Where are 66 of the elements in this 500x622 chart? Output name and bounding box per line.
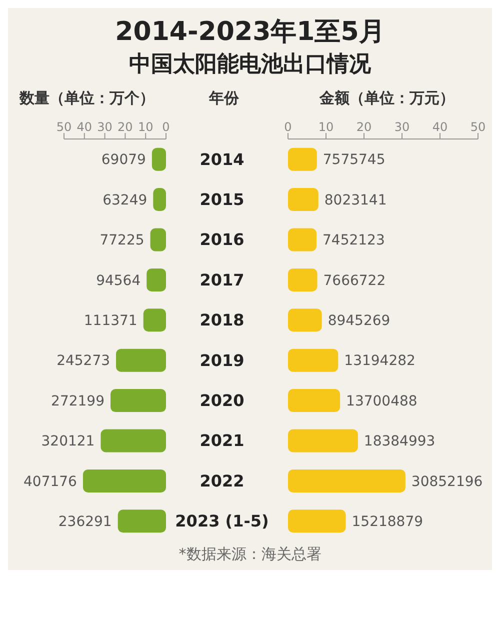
text: 8945269 <box>328 313 390 330</box>
bar <box>288 510 346 533</box>
text: 7452123 <box>322 232 385 249</box>
bar <box>118 510 166 533</box>
bar <box>288 469 406 492</box>
text: 8023141 <box>324 192 387 208</box>
text: 407176 <box>24 474 77 490</box>
bar <box>143 308 166 332</box>
bar <box>288 148 317 171</box>
bar <box>110 389 166 412</box>
text: 中国太阳能电池出口情况 <box>128 51 372 79</box>
bar <box>288 348 338 372</box>
text: 2014-2023年1至5月 <box>114 16 386 49</box>
x-axis-title: 金额（单位：万元） <box>318 89 456 109</box>
bar <box>288 389 340 412</box>
bar <box>150 228 166 252</box>
text: 77225 <box>100 232 144 249</box>
y-tick-label: 2017 <box>200 270 244 290</box>
x-tick-label: 0 <box>284 120 292 134</box>
text: 15218879 <box>352 514 424 530</box>
text: 236291 <box>58 514 112 530</box>
y-tick-label: 2014 <box>200 150 244 169</box>
text: 272199 <box>51 393 105 410</box>
x-tick-label: 20 <box>118 120 133 134</box>
text: 7575745 <box>322 152 386 168</box>
x-tick-label: 0 <box>162 120 170 134</box>
y-tick-label: 2019 <box>200 350 244 370</box>
x-tick-label: 30 <box>97 120 112 134</box>
text: 320121 <box>41 434 95 450</box>
y-tick-label: 2016 <box>200 230 244 250</box>
y-axis-title: 年份 <box>208 89 240 109</box>
bar <box>146 268 166 292</box>
bar <box>288 308 322 332</box>
text: 7666722 <box>323 272 386 289</box>
bar <box>288 228 316 252</box>
x-tick-label: 50 <box>56 120 72 134</box>
bar <box>288 188 318 212</box>
y-tick-label: 2022 <box>200 471 244 490</box>
x-tick-label: 10 <box>138 120 154 134</box>
x-tick-label: 50 <box>470 120 486 134</box>
x-axis-title: 数量（单位：万个） <box>18 89 156 109</box>
text: 30852196 <box>411 474 483 490</box>
x-tick-label: 10 <box>318 120 334 134</box>
text: 13700488 <box>346 393 418 410</box>
x-tick-label: 20 <box>356 120 372 134</box>
y-tick-label: 2018 <box>200 310 244 330</box>
text: 63249 <box>102 192 148 208</box>
text: 111371 <box>84 313 138 330</box>
text: 94564 <box>96 272 141 289</box>
bar <box>288 429 358 452</box>
x-tick-label: 40 <box>76 120 92 134</box>
y-tick-label: 2023 (1-5) <box>175 512 269 531</box>
y-tick-label: 2015 <box>200 190 244 209</box>
y-tick-label: 2021 <box>200 431 244 450</box>
bar <box>116 348 166 372</box>
bar <box>100 429 166 452</box>
text: *数据来源：海关总署 <box>178 545 322 564</box>
x-tick-label: 30 <box>394 120 410 134</box>
y-tick-label: 2020 <box>200 390 244 410</box>
text: 13194282 <box>344 353 416 370</box>
text: 245273 <box>56 353 110 370</box>
bar <box>82 469 166 492</box>
bar <box>288 268 318 292</box>
x-tick-label: 40 <box>432 120 448 134</box>
text: 18384993 <box>364 434 436 450</box>
text: 69079 <box>101 152 146 168</box>
